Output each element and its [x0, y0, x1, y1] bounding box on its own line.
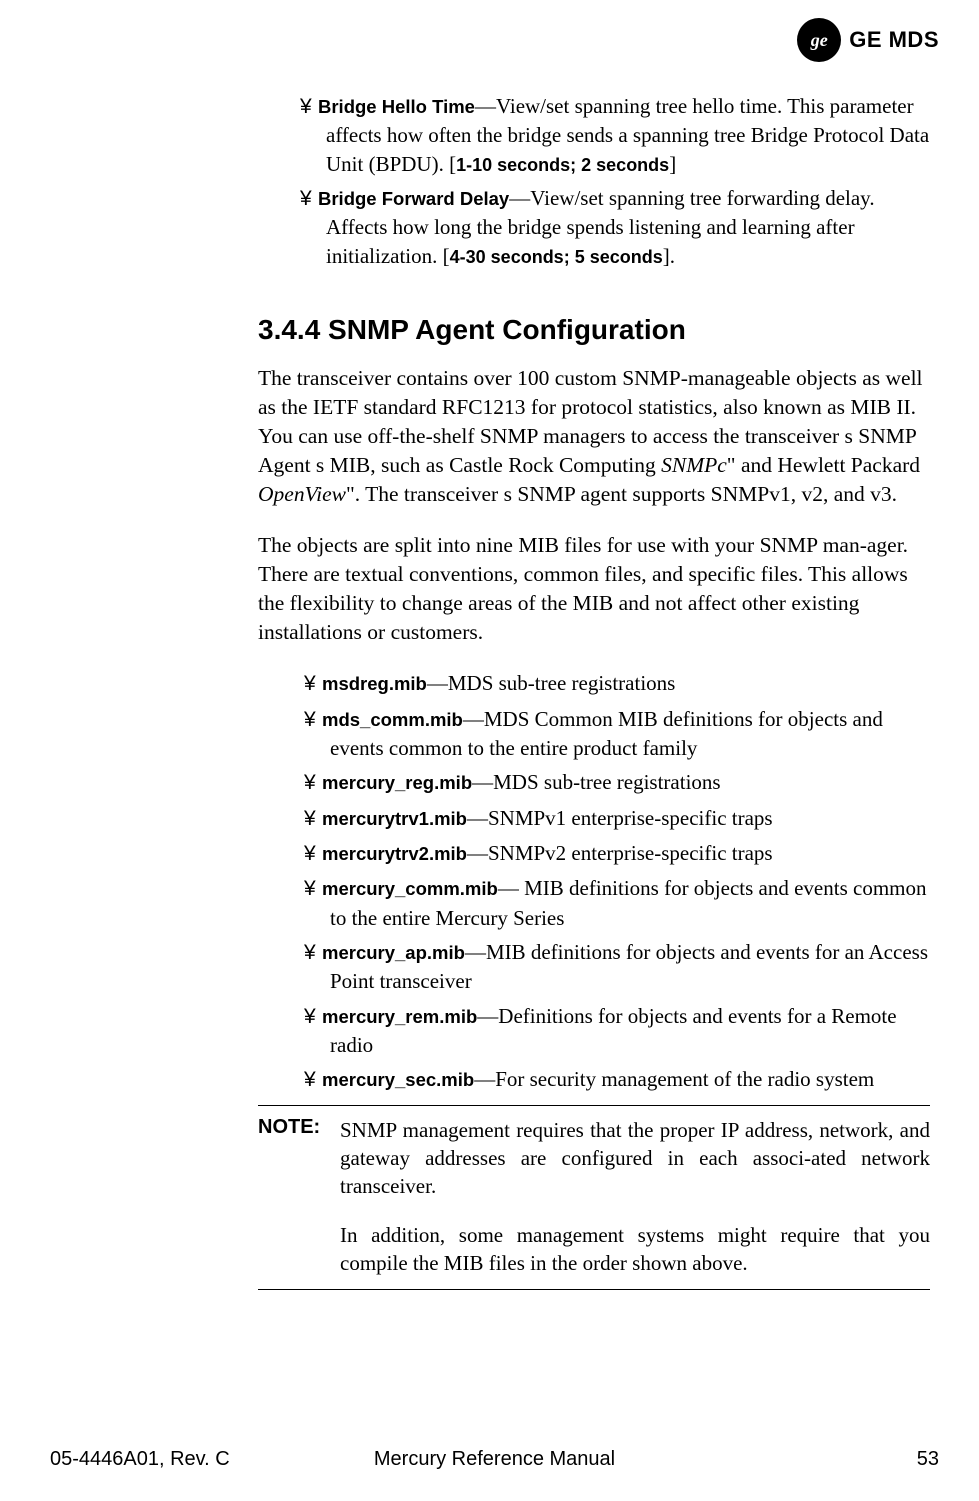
bullet-glyph: ¥ [304, 769, 322, 797]
term: Bridge Forward Delay [318, 188, 509, 209]
note-p1: SNMP management requires that the proper… [340, 1116, 930, 1201]
mib-item-mercury-sec: ¥mercury_sec.mib—For security management… [258, 1065, 930, 1094]
dash: — [467, 806, 488, 830]
dash: — [463, 707, 484, 731]
mib-item-msdreg: ¥msdreg.mib—MDS sub-tree registrations [258, 669, 930, 698]
term: mercury_ap.mib [322, 942, 465, 963]
bullet-glyph: ¥ [300, 185, 318, 213]
bullet-bridge-forward-delay: ¥Bridge Forward Delay—View/set spanning … [258, 184, 930, 270]
tail: ] [669, 152, 676, 176]
desc: MDS sub-tree registrations [493, 770, 720, 794]
range: 1-10 seconds; 2 seconds [456, 155, 669, 175]
term: mercury_reg.mib [322, 772, 472, 793]
bullet-glyph: ¥ [304, 670, 322, 698]
ge-brand-text: GE MDS [849, 27, 939, 53]
bullet-bridge-hello-time: ¥Bridge Hello Time—View/set spanning tre… [258, 92, 930, 178]
note-p2: In addition, some management systems mig… [340, 1221, 930, 1278]
mib-item-mds-comm: ¥mds_comm.mib—MDS Common MIB definitions… [258, 705, 930, 763]
bullet-glyph: ¥ [304, 840, 322, 868]
term: mercurytrv1.mib [322, 808, 467, 829]
p1i1: SNMPc [661, 453, 727, 477]
p1i2: OpenView [258, 482, 346, 506]
page-footer: 05-4446A01, Rev. C Mercury Reference Man… [50, 1448, 939, 1471]
mib-item-mercurytrv1: ¥mercurytrv1.mib—SNMPv1 enterprise-speci… [258, 804, 930, 833]
mib-file-list: ¥msdreg.mib—MDS sub-tree registrations ¥… [258, 669, 930, 1094]
p1b: " and Hewlett Packard [727, 453, 920, 477]
note-block: NOTE: SNMP management requires that the … [258, 1105, 930, 1291]
dash: — [472, 770, 493, 794]
mib-item-mercury-reg: ¥mercury_reg.mib—MDS sub-tree registrati… [258, 768, 930, 797]
term: Bridge Hello Time [318, 96, 475, 117]
desc: MDS sub-tree registrations [448, 671, 675, 695]
dash: — [467, 841, 488, 865]
bullet-glyph: ¥ [304, 805, 322, 833]
desc: SNMPv1 enterprise-specific traps [488, 806, 773, 830]
dash: — [509, 186, 530, 210]
note-text: SNMP management requires that the proper… [340, 1116, 930, 1278]
tail: ]. [663, 244, 675, 268]
term: mercury_rem.mib [322, 1006, 477, 1027]
term: mercury_comm.mib [322, 878, 498, 899]
p1c: ". The transceiver s SNMP agent supports… [346, 482, 897, 506]
term: msdreg.mib [322, 673, 427, 694]
footer-doc-id: 05-4446A01, Rev. C [50, 1448, 230, 1471]
dash: — [465, 940, 486, 964]
header-logo: ge GE MDS [797, 18, 939, 62]
section-heading: 3.4.4 SNMP Agent Configuration [258, 314, 930, 346]
dash: — [475, 94, 496, 118]
term: mercurytrv2.mib [322, 843, 467, 864]
bullet-glyph: ¥ [300, 93, 318, 121]
note-row: NOTE: SNMP management requires that the … [258, 1116, 930, 1278]
term: mercury_sec.mib [322, 1069, 474, 1090]
footer-page-number: 53 [917, 1448, 939, 1471]
bullet-glyph: ¥ [304, 875, 322, 903]
top-bullet-list: ¥Bridge Hello Time—View/set spanning tre… [258, 92, 930, 270]
mib-item-mercury-ap: ¥mercury_ap.mib—MIB definitions for obje… [258, 938, 930, 996]
dash: — [427, 671, 448, 695]
bullet-glyph: ¥ [304, 706, 322, 734]
dash: — [474, 1067, 495, 1091]
section-para-2: The objects are split into nine MIB file… [258, 531, 930, 647]
bullet-glyph: ¥ [304, 1003, 322, 1031]
desc: For security management of the radio sys… [495, 1067, 874, 1091]
ge-monogram-icon: ge [797, 18, 841, 62]
page-content: ¥Bridge Hello Time—View/set spanning tre… [258, 92, 930, 1290]
mib-item-mercurytrv2: ¥mercurytrv2.mib—SNMPv2 enterprise-speci… [258, 839, 930, 868]
mib-item-mercury-rem: ¥mercury_rem.mib—Definitions for objects… [258, 1002, 930, 1060]
range: 4-30 seconds; 5 seconds [450, 247, 663, 267]
desc: SNMPv2 enterprise-specific traps [488, 841, 773, 865]
mib-item-mercury-comm: ¥mercury_comm.mib— MIB definitions for o… [258, 874, 930, 932]
section-para-1: The transceiver contains over 100 custom… [258, 364, 930, 509]
term: mds_comm.mib [322, 709, 463, 730]
note-label: NOTE: [258, 1116, 336, 1278]
dash: — [498, 876, 519, 900]
bullet-glyph: ¥ [304, 939, 322, 967]
bullet-glyph: ¥ [304, 1066, 322, 1094]
dash: — [477, 1004, 498, 1028]
